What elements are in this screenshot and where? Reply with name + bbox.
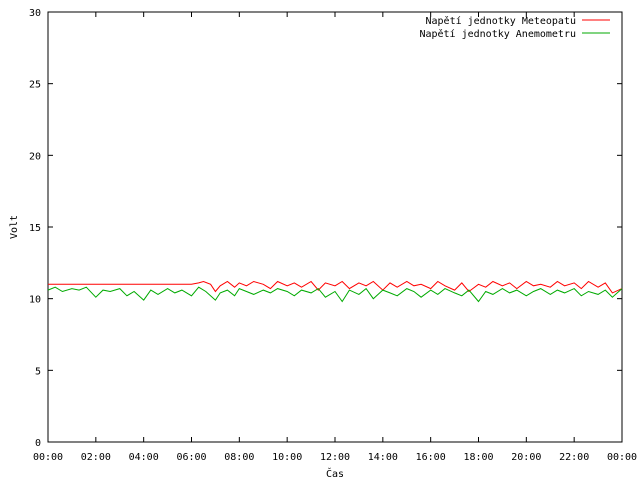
y-axis: 0 5 10 15 20 25 30 [29,8,622,449]
legend: Napětí jednotky Meteopatu Napětí jednotk… [419,15,610,40]
x-tick-label: 08:00 [224,452,254,463]
x-tick-label: 06:00 [176,452,206,463]
y-tick-label: 25 [29,80,41,91]
x-tick-label: 02:00 [81,452,111,463]
y-axis-title: Volt [9,215,20,239]
y-tick-label: 10 [29,295,41,306]
x-tick-label: 16:00 [416,452,446,463]
x-tick-label: 12:00 [320,452,350,463]
x-tick-label: 22:00 [559,452,589,463]
x-tick-label: 14:00 [368,452,398,463]
legend-label-anemometr: Napětí jednotky Anemometru [419,28,576,40]
x-tick-label: 10:00 [272,452,302,463]
y-tick-label: 0 [35,438,41,449]
plot-frame [47,11,623,443]
y-tick-label: 30 [29,8,41,19]
x-tick-label: 04:00 [129,452,159,463]
series-line-meteopat [48,280,623,294]
legend-label-meteopat: Napětí jednotky Meteopatu [425,15,576,27]
x-tick-label: 18:00 [463,452,493,463]
y-tick-label: 5 [35,366,41,377]
x-tick-label: 00:00 [33,452,63,463]
series-line-anemometr [47,286,623,303]
y-tick-label: 20 [29,151,41,162]
x-axis-title: Čas [326,467,344,480]
series-layer [47,280,623,303]
x-tick-label: 00:00 [607,452,637,463]
y-tick-label: 15 [29,223,41,234]
x-tick-label: 20:00 [511,452,541,463]
x-axis: 00:00 02:00 04:00 06:00 08:00 10:00 12:00 14:00… [33,12,637,463]
